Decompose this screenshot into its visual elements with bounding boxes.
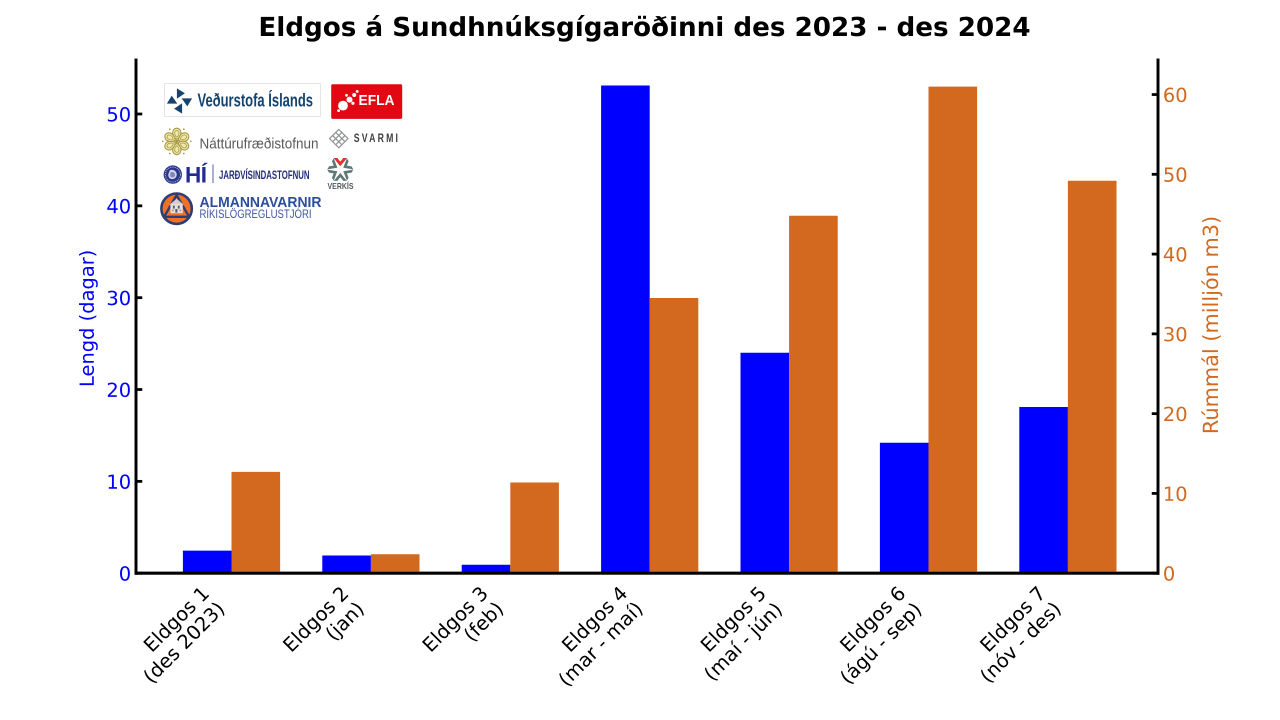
svg-text:VERKÍS: VERKÍS xyxy=(328,181,354,191)
svg-text:Náttúrufræðistofnun: Náttúrufræðistofnun xyxy=(200,135,319,152)
svg-text:SVARMI: SVARMI xyxy=(354,133,401,145)
svg-text:Veðurstofa Íslands: Veðurstofa Íslands xyxy=(198,90,314,111)
svg-text:EFLA: EFLA xyxy=(359,93,396,109)
svg-text:ALMANNAVARNIR: ALMANNAVARNIR xyxy=(200,194,322,211)
svg-text:HÍ: HÍ xyxy=(185,163,208,188)
svg-text:RÍKISLÖGREGLUSTJÓRI: RÍKISLÖGREGLUSTJÓRI xyxy=(200,208,312,221)
svg-text:JARÐVÍSINDASTOFNUN: JARÐVÍSINDASTOFNUN xyxy=(219,167,310,182)
